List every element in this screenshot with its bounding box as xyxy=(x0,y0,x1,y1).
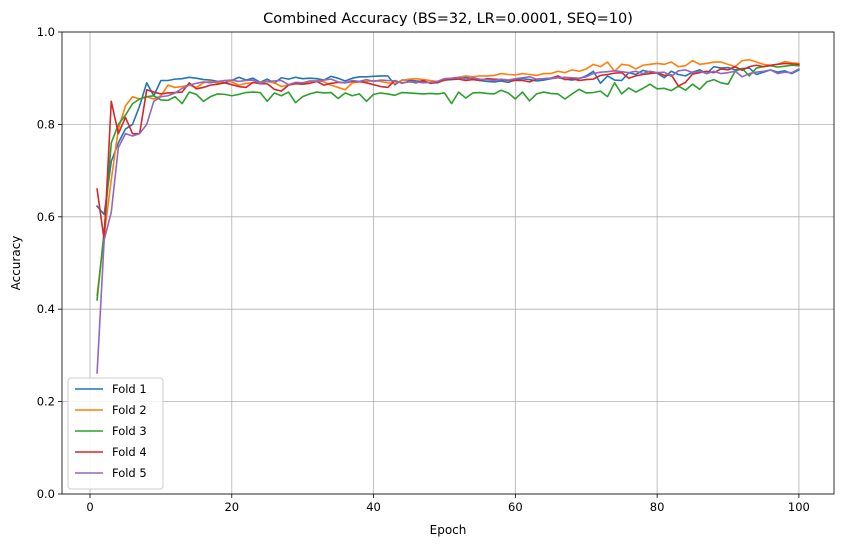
legend-label: Fold 2 xyxy=(112,403,147,417)
legend-box xyxy=(67,377,164,490)
y-tick-label: 0.0 xyxy=(37,487,55,501)
y-tick-label: 0.6 xyxy=(37,210,55,224)
x-axis-ticks: 0 20 40 60 80 100 xyxy=(86,494,810,514)
x-tick-label: 40 xyxy=(366,500,381,514)
x-tick-label: 0 xyxy=(86,500,93,514)
plot-area xyxy=(62,32,834,494)
x-tick-label: 100 xyxy=(788,500,810,514)
y-axis-label: Accuracy xyxy=(9,236,23,291)
series-line-fold-5 xyxy=(96,67,800,374)
series-lines xyxy=(95,58,800,374)
y-tick-label: 0.2 xyxy=(37,395,55,409)
y-tick-label: 1.0 xyxy=(37,25,55,39)
x-tick-label: 80 xyxy=(650,500,665,514)
plot-frame xyxy=(61,31,835,495)
legend-label: Fold 4 xyxy=(112,445,147,459)
y-axis-ticks: 0.0 0.2 0.4 0.6 0.8 1.0 xyxy=(37,25,62,501)
legend-label: Fold 5 xyxy=(112,466,147,480)
y-tick-label: 0.8 xyxy=(37,117,55,131)
y-tick-label: 0.4 xyxy=(37,302,55,316)
series-line-fold-4 xyxy=(96,62,800,241)
x-axis-label: Epoch xyxy=(430,523,467,537)
x-tick-label: 20 xyxy=(224,500,239,514)
legend-label: Fold 1 xyxy=(112,382,147,396)
x-tick-label: 60 xyxy=(508,500,523,514)
legend-label: Fold 3 xyxy=(112,424,147,438)
series-line-fold-3 xyxy=(96,64,800,301)
legend: Fold 1 Fold 2 Fold 3 Fold 4 Fold 5 xyxy=(67,377,164,490)
chart-title: Combined Accuracy (BS=32, LR=0.0001, SEQ… xyxy=(263,11,633,27)
